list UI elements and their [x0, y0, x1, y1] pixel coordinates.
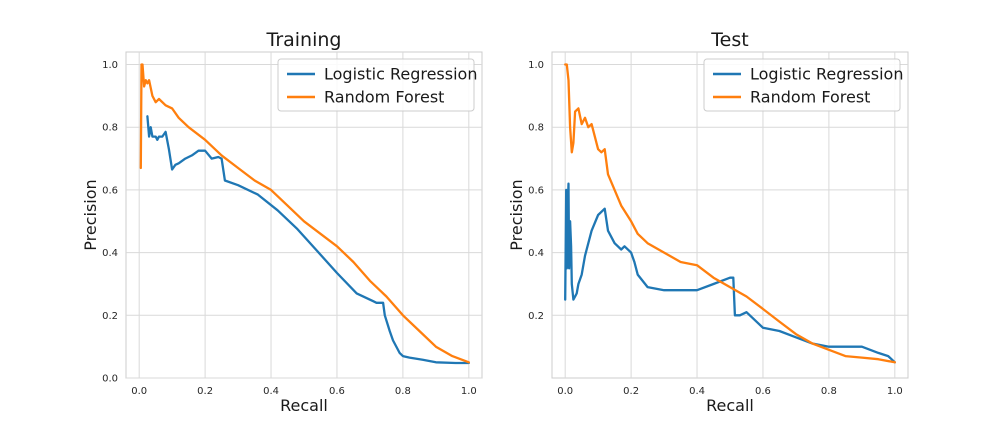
x-axis-label: Recall — [706, 396, 754, 415]
x-axis-label: Recall — [280, 396, 328, 415]
x-tick-label: 0.8 — [395, 386, 411, 397]
legend-box — [277, 58, 475, 112]
x-tick-label: 0.2 — [623, 386, 639, 397]
legend-label: Random Forest — [324, 88, 444, 107]
x-tick-label: 0.4 — [689, 386, 705, 397]
legend-label: Random Forest — [750, 88, 870, 107]
chart-title: Training — [266, 29, 342, 51]
series-line-logistic-regression — [146, 115, 470, 365]
y-tick-label: 0.6 — [528, 185, 544, 196]
x-tick-label: 0.4 — [263, 386, 279, 397]
y-tick-label: 0.2 — [102, 311, 118, 322]
legend: Logistic Regression Random Forest — [277, 58, 477, 112]
legend-label: Logistic Regression — [324, 65, 477, 84]
y-axis-label: Precision — [81, 179, 100, 250]
chart-panel-2: 0.0 0.2 0.4 0.6 0.8 1.0 0.2 0.4 0.6 0.8 1.0 Test Rec… — [507, 29, 909, 415]
series-line-random-forest — [564, 63, 896, 364]
series-line-logistic-regression — [564, 182, 896, 364]
x-tick-label: 1.0 — [887, 386, 903, 397]
y-tick-label: 1.0 — [528, 60, 544, 71]
x-tick-label: 1.0 — [461, 386, 477, 397]
y-tick-label: 0.2 — [528, 311, 544, 322]
legend-box — [703, 58, 901, 112]
x-tick-label: 0.2 — [197, 386, 213, 397]
x-tick-label: 0.8 — [821, 386, 837, 397]
legend: Logistic Regression Random Forest — [703, 58, 903, 112]
y-tick-label: 0.8 — [528, 123, 544, 134]
x-tick-label: 0.0 — [557, 386, 573, 397]
y-tick-label: 0.6 — [102, 185, 118, 196]
y-tick-label: 1.0 — [102, 60, 118, 71]
x-tick-label: 0.6 — [329, 386, 345, 397]
chart-title: Test — [710, 29, 748, 51]
y-axis-label: Precision — [507, 179, 526, 250]
y-tick-label: 0.8 — [102, 123, 118, 134]
chart-panel-1: 0.0 0.2 0.4 0.6 0.8 1.0 0.0 0.2 0.4 0.6 0.8 1.0 Trai… — [81, 29, 483, 415]
y-tick-label: 0.0 — [102, 374, 118, 385]
y-tick-label: 0.4 — [528, 248, 544, 259]
series-line-random-forest — [139, 63, 470, 364]
x-tick-label: 0.0 — [131, 386, 147, 397]
y-tick-label: 0.4 — [102, 248, 118, 259]
legend-label: Logistic Regression — [750, 65, 903, 84]
x-tick-label: 0.6 — [755, 386, 771, 397]
